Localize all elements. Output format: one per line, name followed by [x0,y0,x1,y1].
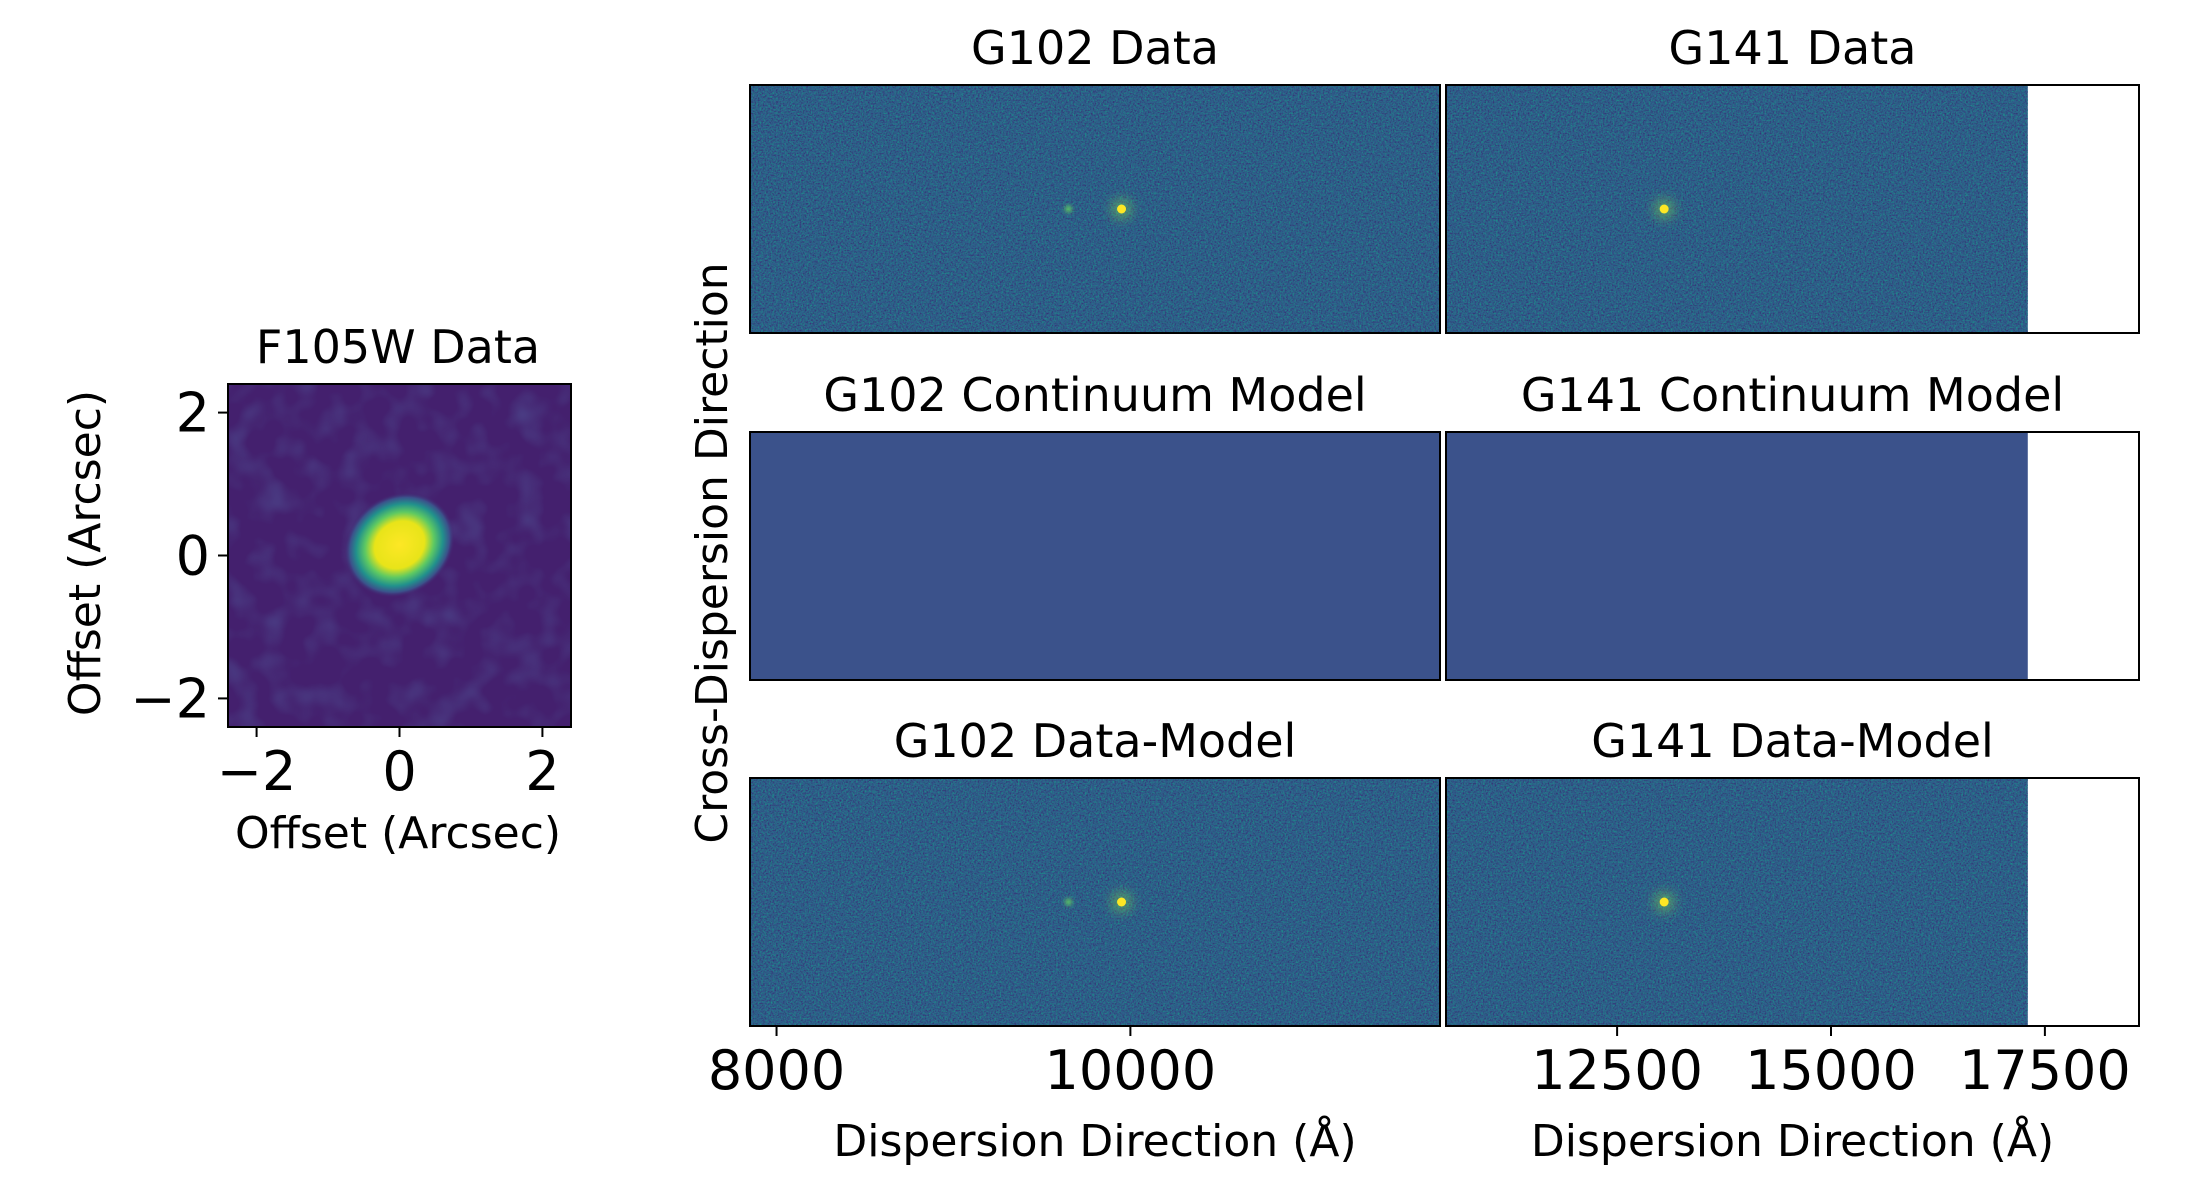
g102-data-model-frame [749,777,1441,1027]
g141-data-frame [1445,84,2140,334]
f105w-x-tick-label: 0 [382,740,416,803]
g102-continuum-model-panel: G102 Continuum Model [749,368,1441,681]
g102-data-faint-peak [1064,205,1072,213]
f105w-y-tick-label: −2 [130,667,210,730]
g102-data-model-x-tick-label: 8000 [708,1039,845,1102]
f105w-x-axis-label: Offset (Arcsec) [235,808,561,859]
g102-data-frame [749,84,1441,334]
g141-data-title: G141 Data [1669,21,1917,75]
f105w-y-tick-label: 2 [176,382,210,445]
g102-data-model-faint-peak [1064,898,1072,906]
g102-data-model-x-tick-label: 10000 [1044,1039,1216,1102]
g102-data-model-panel: G102 Data-Model 8000 10000 Dispersion Direc… [708,714,1441,1167]
g141-continuum-model-frame [1445,431,2140,681]
g102-data-model-x-axis-label: Dispersion Direction (Å) [833,1114,1356,1167]
f105w-y-axis-label: Offset (Arcsec) [60,390,111,716]
g141-data-model-x-axis-label: Dispersion Direction (Å) [1531,1114,2054,1167]
g141-continuum-model-panel: G141 Continuum Model [1445,368,2140,681]
g141-data-model-x-tick-label: 17500 [1959,1039,2131,1102]
g102-data-model-peak [1117,897,1127,907]
f105w-x-tick-label: 2 [525,740,559,803]
g141-data-panel: G141 Data [1445,21,2140,334]
spectral-panels: G102 Data G141 Data G102 Continuum Model G1… [708,21,2140,1167]
g102-data-panel: G102 Data [749,21,1441,334]
f105w-title: F105W Data [256,320,540,374]
g102-continuum-model-title: G102 Continuum Model [823,368,1366,422]
g102-data-title: G102 Data [971,21,1219,75]
f105w-source [344,492,455,598]
g141-data-model-title: G141 Data-Model [1591,714,1994,768]
g141-data-model-peak [1659,897,1669,907]
g141-data-model-panel: G141 Data-Model 12500 15000 17500 Dispersion… [1445,714,2140,1167]
g141-data-model-x-tick-label: 12500 [1531,1039,1703,1102]
g102-data-peak [1117,204,1127,214]
g102-data-model-title: G102 Data-Model [894,714,1297,768]
cross-dispersion-axis-label: Cross-Dispersion Direction [687,262,738,843]
f105w-ticks: −2 0 2 −2 0 2 [130,382,559,803]
g141-continuum-model-title: G141 Continuum Model [1521,368,2064,422]
g141-data-model-frame [1445,777,2140,1027]
g102-continuum-model-frame [749,431,1441,681]
g141-data-model-x-tick-label: 15000 [1745,1039,1917,1102]
f105w-panel: F105W Data −2 0 2 −2 0 2 Offset (Arcsec) Offs… [60,320,572,859]
f105w-x-tick-label: −2 [217,740,297,803]
g141-data-peak [1659,204,1669,214]
f105w-y-tick-label: 0 [176,525,210,588]
f105w-image [227,383,572,728]
